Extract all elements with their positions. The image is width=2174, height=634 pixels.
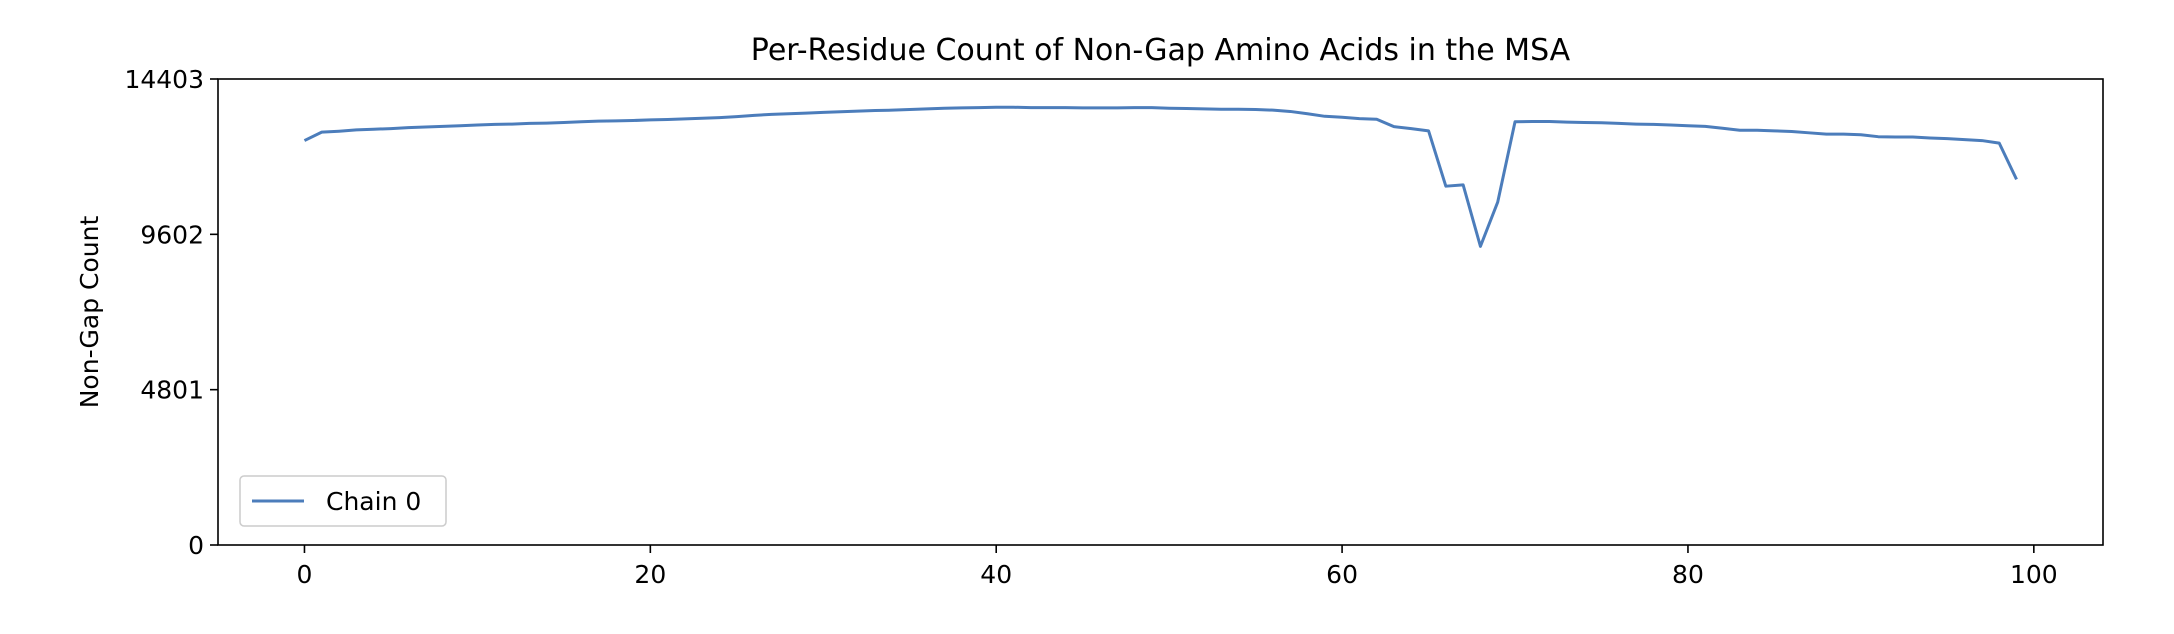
legend-label: Chain 0 [326, 487, 421, 516]
y-tick-label: 9602 [140, 220, 204, 249]
x-tick-label: 100 [2010, 560, 2058, 589]
y-tick-label: 4801 [140, 376, 204, 405]
x-tick-label: 80 [1672, 560, 1704, 589]
series-line-chain-0 [303, 105, 2018, 248]
x-tick-label: 20 [634, 560, 666, 589]
y-axis-label: Non-Gap Count [75, 216, 104, 409]
legend-box [239, 475, 447, 527]
y-tick-label: 0 [188, 531, 204, 560]
x-tick-label: 0 [297, 560, 313, 589]
x-tick-label: 40 [980, 560, 1012, 589]
legend: Chain 0 [239, 475, 447, 527]
chart-title: Per-Residue Count of Non-Gap Amino Acids… [751, 33, 1571, 68]
y-tick-label: 14403 [124, 65, 204, 94]
plot-frame [217, 78, 2104, 546]
x-tick-label: 60 [1326, 560, 1358, 589]
